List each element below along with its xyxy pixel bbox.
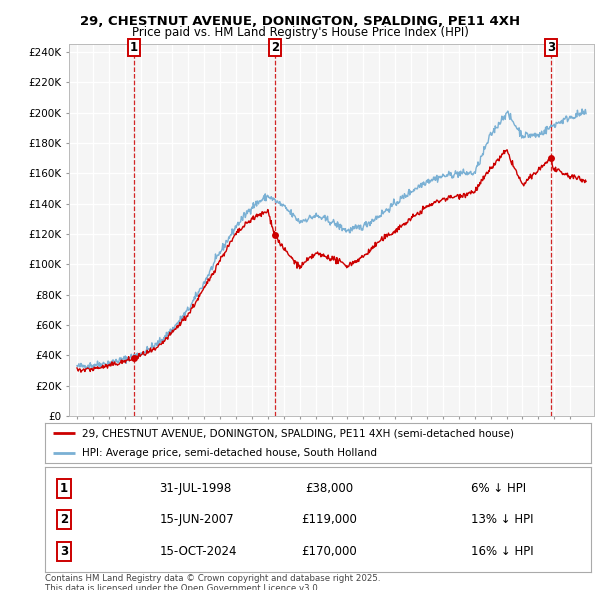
- Text: HPI: Average price, semi-detached house, South Holland: HPI: Average price, semi-detached house,…: [82, 448, 377, 458]
- Text: £170,000: £170,000: [301, 545, 357, 558]
- Text: 2: 2: [271, 41, 279, 54]
- Text: 2: 2: [60, 513, 68, 526]
- Text: Price paid vs. HM Land Registry's House Price Index (HPI): Price paid vs. HM Land Registry's House …: [131, 26, 469, 39]
- Text: Contains HM Land Registry data © Crown copyright and database right 2025.
This d: Contains HM Land Registry data © Crown c…: [45, 574, 380, 590]
- Text: 1: 1: [130, 41, 138, 54]
- Text: 1: 1: [60, 482, 68, 495]
- Text: 6% ↓ HPI: 6% ↓ HPI: [471, 482, 526, 495]
- Text: 3: 3: [547, 41, 555, 54]
- Text: 13% ↓ HPI: 13% ↓ HPI: [471, 513, 533, 526]
- Text: 29, CHESTNUT AVENUE, DONINGTON, SPALDING, PE11 4XH: 29, CHESTNUT AVENUE, DONINGTON, SPALDING…: [80, 15, 520, 28]
- Text: 15-OCT-2024: 15-OCT-2024: [160, 545, 237, 558]
- Text: £38,000: £38,000: [305, 482, 353, 495]
- Text: 15-JUN-2007: 15-JUN-2007: [160, 513, 234, 526]
- Text: 16% ↓ HPI: 16% ↓ HPI: [471, 545, 533, 558]
- Text: 3: 3: [60, 545, 68, 558]
- Text: 29, CHESTNUT AVENUE, DONINGTON, SPALDING, PE11 4XH (semi-detached house): 29, CHESTNUT AVENUE, DONINGTON, SPALDING…: [82, 428, 514, 438]
- Text: £119,000: £119,000: [301, 513, 357, 526]
- Text: 31-JUL-1998: 31-JUL-1998: [160, 482, 232, 495]
